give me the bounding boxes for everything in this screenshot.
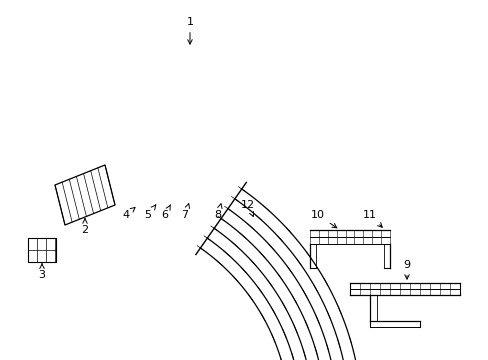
Text: 3: 3: [39, 264, 45, 280]
Text: 5: 5: [144, 205, 156, 220]
Text: 10: 10: [310, 210, 336, 228]
Text: 4: 4: [122, 207, 135, 220]
Text: 7: 7: [181, 204, 189, 220]
Text: 6: 6: [161, 205, 170, 220]
Text: 8: 8: [214, 204, 222, 220]
Text: 11: 11: [362, 210, 382, 227]
Text: 12: 12: [241, 200, 255, 216]
Text: 9: 9: [403, 260, 410, 279]
Text: 2: 2: [81, 219, 88, 235]
Text: 1: 1: [186, 17, 193, 44]
